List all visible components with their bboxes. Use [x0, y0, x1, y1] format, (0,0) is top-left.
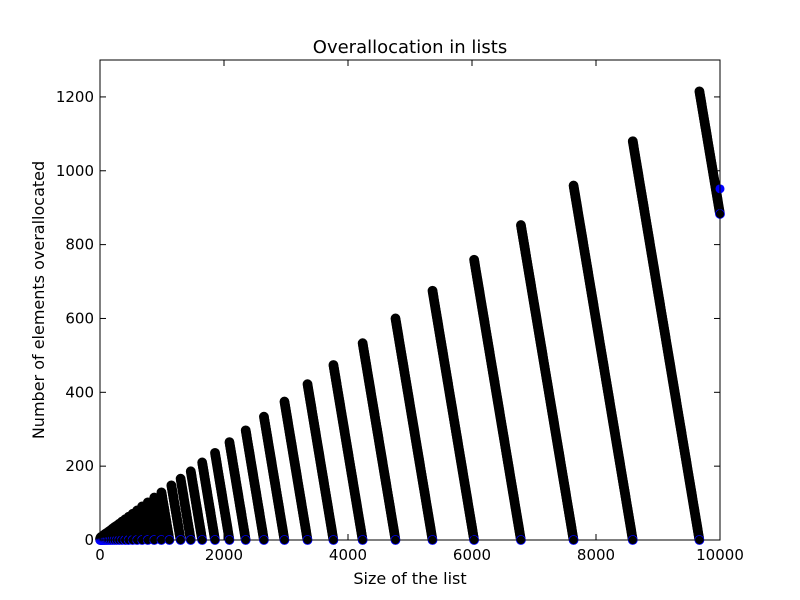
x-tick-label: 6000 [453, 546, 491, 564]
y-tick-label: 400 [65, 383, 94, 401]
y-tick-label: 0 [84, 531, 94, 549]
data-points [95, 86, 725, 545]
x-tick-label: 8000 [577, 546, 615, 564]
chart-title: Overallocation in lists [313, 37, 507, 58]
plot-area-frame [99, 59, 721, 541]
axis-ticks: 0 2000 4000 6000 8000 10000 0 200 400 600 800 1000 1… [56, 60, 744, 564]
y-axis-label: Number of elements overallocated [29, 161, 48, 439]
x-tick-label: 0 [95, 546, 105, 564]
x-tick-label: 4000 [329, 546, 367, 564]
x-tick-label: 2000 [205, 546, 243, 564]
y-tick-label: 1000 [56, 162, 94, 180]
x-axis-label: Size of the list [353, 569, 466, 588]
x-tick-label: 10000 [696, 546, 744, 564]
y-tick-label: 1200 [56, 88, 94, 106]
y-tick-label: 200 [65, 457, 94, 475]
y-tick-label: 800 [65, 236, 94, 254]
y-tick-label: 600 [65, 309, 94, 327]
